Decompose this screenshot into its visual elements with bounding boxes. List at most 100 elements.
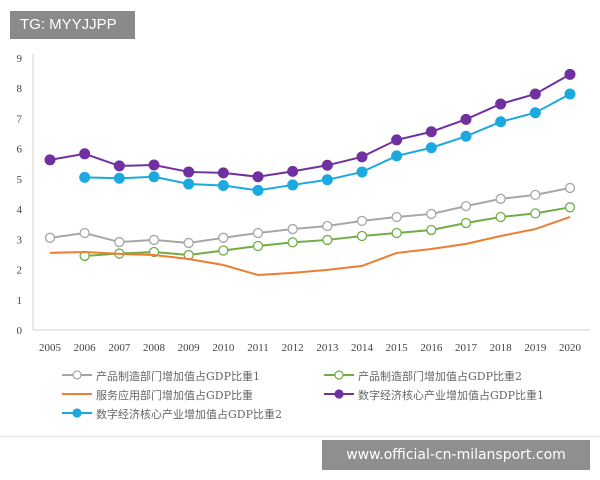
data-point: [183, 237, 194, 249]
data-point: [564, 182, 576, 194]
x-tick-label: 2016: [420, 342, 443, 354]
x-tick-label: 2010: [212, 342, 235, 354]
x-tick-label: 2009: [178, 342, 201, 354]
legend-item: 数字经济核心产业增加值占GDP比重2: [62, 406, 282, 422]
series-2: [79, 202, 576, 262]
y-tick-label: 8: [17, 83, 23, 95]
x-tick-label: 2005: [39, 342, 62, 354]
y-tick-label: 7: [17, 113, 23, 125]
data-point: [113, 160, 125, 172]
data-point: [44, 232, 56, 243]
series-line: [49, 186, 571, 244]
data-point: [391, 211, 402, 223]
data-point: [44, 154, 56, 166]
data-point: [218, 245, 229, 256]
legend-label: 产品制造部门增加值占GDP比重2: [358, 370, 523, 383]
data-point: [79, 227, 90, 239]
data-point: [322, 220, 333, 232]
data-point: [148, 234, 160, 246]
data-point: [252, 240, 264, 252]
legend-label: 产品制造部门增加值占GDP比重1: [96, 370, 261, 383]
series-3: [49, 216, 571, 277]
data-point: [564, 202, 576, 213]
data-point: [287, 179, 299, 191]
y-tick-label: 6: [17, 144, 23, 156]
y-tick-label: 3: [17, 234, 23, 246]
x-tick-label: 2017: [455, 342, 478, 354]
x-tick-label: 2018: [490, 342, 513, 354]
data-point: [564, 68, 576, 80]
data-point: [460, 217, 472, 229]
legend-marker: [72, 407, 82, 418]
legend-item: 产品制造部门增加值占GDP比重1: [62, 368, 260, 384]
data-point: [460, 200, 472, 212]
y-tick-label: 4: [17, 204, 23, 216]
legend-swatch-icon: [62, 389, 96, 402]
data-point: [426, 224, 437, 236]
data-point: [530, 189, 541, 201]
data-point: [287, 223, 298, 235]
series-line: [49, 216, 571, 277]
data-point: [460, 130, 472, 142]
legend-label: 数字经济核心产业增加值占GDP比重1: [358, 389, 545, 402]
series-line: [49, 73, 571, 178]
y-tick-label: 0: [17, 325, 23, 337]
x-tick-label: 2012: [282, 342, 304, 354]
data-point: [425, 142, 437, 154]
watermark: www.official-cn-milansport.com: [322, 440, 590, 470]
data-point: [529, 88, 541, 100]
y-tick-label: 2: [17, 265, 23, 277]
data-point: [391, 150, 403, 162]
x-tick-label: 2011: [247, 342, 269, 354]
data-point: [426, 208, 437, 220]
legend-label: 服务应用部门增加值占GDP比重: [96, 389, 254, 402]
legend-item: 服务应用部门增加值占GDP比重: [62, 387, 253, 403]
legend-swatch-icon: [324, 369, 358, 383]
data-point: [391, 134, 403, 146]
data-point: [425, 126, 437, 138]
data-point: [529, 107, 541, 119]
data-point: [218, 232, 229, 243]
tag-label: TG: MYYJJPP: [10, 11, 135, 39]
data-point: [321, 159, 333, 171]
data-point: [252, 184, 264, 196]
x-tick-label: 2006: [74, 342, 97, 354]
data-point: [79, 171, 91, 183]
x-tick-label: 2013: [316, 342, 339, 354]
data-point: [79, 148, 91, 160]
data-point: [356, 215, 368, 227]
legend-marker: [334, 388, 344, 399]
legend-swatch-icon: [324, 388, 358, 402]
data-point: [252, 171, 264, 183]
x-tick-label: 2008: [143, 342, 166, 354]
data-point: [530, 208, 541, 219]
data-point: [564, 88, 576, 100]
data-point: [356, 230, 368, 242]
data-point: [113, 172, 125, 184]
data-point: [114, 236, 125, 248]
x-tick-label: 2014: [351, 342, 374, 354]
data-point: [148, 159, 160, 171]
legend-swatch-icon: [62, 407, 96, 421]
data-point: [356, 166, 368, 178]
divider: [0, 436, 600, 437]
data-point: [217, 167, 229, 179]
data-point: [252, 227, 264, 239]
legend-label: 数字经济核心产业增加值占GDP比重2: [96, 408, 283, 421]
data-point: [356, 151, 368, 163]
data-point: [495, 211, 506, 223]
data-point: [321, 174, 333, 186]
data-point: [460, 113, 472, 125]
data-point: [183, 166, 195, 178]
data-point: [287, 165, 299, 177]
legend-item: 数字经济核心产业增加值占GDP比重1: [324, 387, 544, 403]
data-point: [217, 180, 229, 192]
x-tick-label: 2019: [524, 342, 547, 354]
data-point: [495, 98, 507, 110]
series-4: [44, 68, 576, 183]
data-point: [322, 234, 333, 246]
data-point: [287, 237, 298, 248]
data-point: [495, 116, 507, 128]
legend-marker: [334, 369, 344, 380]
